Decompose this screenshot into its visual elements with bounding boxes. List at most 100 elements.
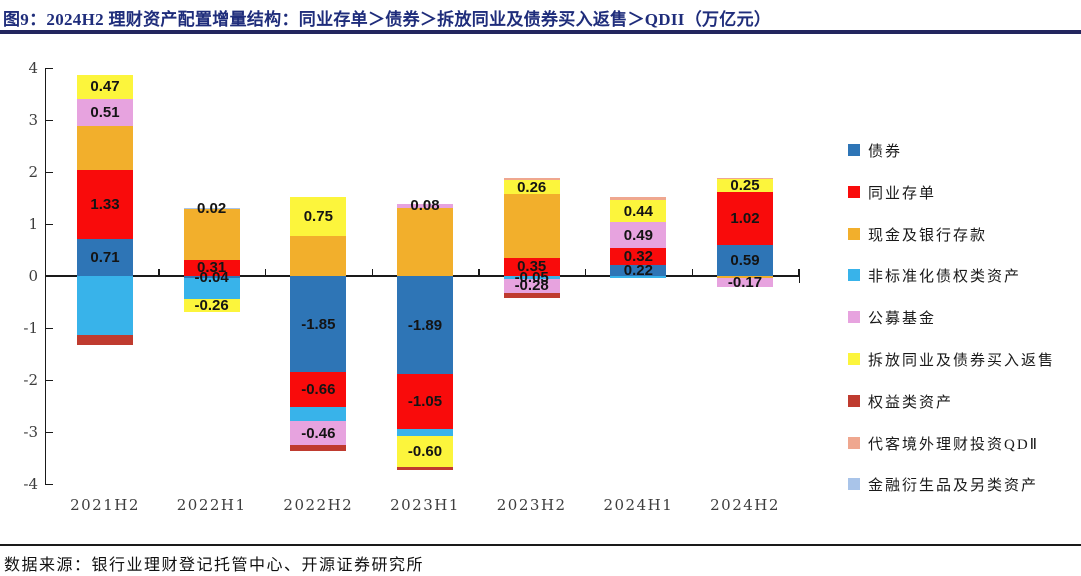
x-axis-tick xyxy=(371,269,373,276)
x-axis-category-label: 2023H1 xyxy=(390,496,460,514)
bar-segment-代客境外理财投资QDⅡ xyxy=(503,178,560,181)
y-axis-tick xyxy=(45,327,53,329)
x-axis-category-label: 2024H2 xyxy=(710,496,780,514)
bar-segment-权益类资产 xyxy=(397,466,453,470)
bar-segment-公募基金 xyxy=(610,222,667,248)
bar-segment-非标准化债权类资产 xyxy=(290,406,347,422)
legend-label: 现金及银行存款 xyxy=(868,227,988,244)
bar-segment-非标准化债权类资产 xyxy=(77,276,133,335)
x-axis-tick xyxy=(585,269,587,276)
bar-segment-债券 xyxy=(290,276,347,373)
bar-segment-拆放同业及债券买入返售 xyxy=(717,179,774,193)
bar-segment-公募基金 xyxy=(717,278,774,287)
x-axis-tick xyxy=(265,269,267,276)
bar-segment-债券 xyxy=(397,276,453,375)
bar-segment-非标准化债权类资产 xyxy=(610,276,667,279)
y-axis-tick xyxy=(45,483,53,485)
chart-legend: 债券同业存单现金及银行存款非标准化债权类资产 公募基金拆放同业及债券买入返售 权益类… xyxy=(848,140,1078,520)
y-axis-tick xyxy=(45,379,53,381)
y-axis-tick-label: -3 xyxy=(23,423,38,441)
y-axis-tick xyxy=(45,171,53,173)
bar-segment-权益类资产 xyxy=(290,445,347,452)
legend-label: 债券 xyxy=(868,144,903,160)
legend-swatch-icon xyxy=(848,144,860,156)
y-axis-tick-label: 0 xyxy=(28,267,38,285)
bar-segment-现金及银行存款 xyxy=(183,209,240,260)
bar-segment-债券 xyxy=(717,245,774,276)
y-axis-tick-label: 4 xyxy=(28,59,38,77)
bar-segment-同业存单 xyxy=(717,192,774,246)
bar-segment-同业存单 xyxy=(290,372,347,407)
bar-segment-债券 xyxy=(183,276,240,279)
bar-segment-公募基金 xyxy=(77,99,133,126)
legend-swatch-icon xyxy=(848,478,860,491)
x-axis-endcap xyxy=(799,276,801,283)
legend-label: 权益类资产 xyxy=(868,394,954,411)
y-axis-tick-label: 1 xyxy=(28,215,38,233)
bar-segment-权益类资产 xyxy=(77,334,133,345)
x-axis-category-label: 2022H1 xyxy=(176,496,247,514)
x-axis-category-label: 2024H1 xyxy=(603,496,674,514)
legend-label: 代客境外理财投资QDⅡ xyxy=(868,436,1040,453)
bar-segment-债券 xyxy=(77,239,133,276)
bar-segment-拆放同业及债券买入返售 xyxy=(183,298,240,313)
y-axis-tick-label: 3 xyxy=(28,111,38,129)
legend-label: 拆放同业及债券买入返售 xyxy=(868,353,1056,369)
y-axis-tick xyxy=(45,223,53,225)
title-divider xyxy=(0,30,1081,34)
x-axis-category-label: 2022H2 xyxy=(283,496,354,514)
bar-segment-金融衍生品及另类资产 xyxy=(183,208,240,210)
bar-segment-公募基金 xyxy=(503,278,560,294)
bar-segment-现金及银行存款 xyxy=(503,193,560,258)
bar-segment-债券 xyxy=(610,264,667,276)
bar-segment-现金及银行存款 xyxy=(397,207,453,276)
bar-segment-同业存单 xyxy=(77,169,133,240)
bar-segment-公募基金 xyxy=(290,421,347,445)
bar-segment-同业存单 xyxy=(183,259,240,276)
legend-swatch-icon xyxy=(848,269,860,282)
bar-segment-拆放同业及债券买入返售 xyxy=(77,74,133,100)
x-axis-tick xyxy=(158,269,160,276)
x-axis-category-label: 2021H2 xyxy=(70,496,140,514)
bar-segment-代客境外理财投资QDⅡ xyxy=(717,178,774,180)
figure-title: 图9：2024H2 理财资产配置增量结构：同业存单＞债券＞拆放同业及债券买入返售… xyxy=(3,10,772,29)
bar-segment-拆放同业及债券买入返售 xyxy=(290,197,347,237)
legend-swatch-icon xyxy=(848,353,860,365)
legend-label: 公募基金 xyxy=(868,311,937,328)
legend-swatch-icon xyxy=(848,311,860,324)
bar-segment-非标准化债权类资产 xyxy=(183,278,240,299)
y-axis-tick xyxy=(45,431,53,433)
bar-segment-现金及银行存款 xyxy=(717,276,774,279)
legend-swatch-icon xyxy=(848,185,860,198)
data-source-note: 数据来源：银行业理财登记托管中心、开源证券研究所 xyxy=(4,557,425,574)
legend-swatch-icon xyxy=(848,436,860,449)
bar-segment-同业存单 xyxy=(503,257,560,276)
bar-segment-非标准化债权类资产 xyxy=(503,276,560,279)
bar-segment-同业存单 xyxy=(610,247,667,265)
y-axis-tick-label: -1 xyxy=(23,319,38,337)
legend-label: 同业存单 xyxy=(868,185,937,202)
legend-label: 金融衍生品及另类资产 xyxy=(868,478,1039,495)
x-axis-tick xyxy=(691,269,693,276)
y-axis-tick-label: -4 xyxy=(23,475,38,493)
bar-segment-拆放同业及债券买入返售 xyxy=(610,199,667,223)
bar-segment-现金及银行存款 xyxy=(290,236,347,276)
bar-segment-代客境外理财投资QDⅡ xyxy=(610,197,667,200)
bar-segment-拆放同业及债券买入返售 xyxy=(397,435,453,467)
bar-segment-拆放同业及债券买入返售 xyxy=(503,180,560,194)
y-axis-tick-label: 2 xyxy=(28,163,38,181)
chart-plot-area: 4 3 2 1 0 -1 -2 -3 -4 0.71 1.33 0.51 0.47 2021H2 -0.04… xyxy=(23,59,801,514)
legend-swatch-icon xyxy=(848,394,860,407)
x-axis-line xyxy=(45,275,800,277)
bar-segment-现金及银行存款 xyxy=(77,125,133,170)
y-axis-tick xyxy=(45,67,53,69)
x-axis-tick xyxy=(478,269,480,276)
y-axis-tick-label: -2 xyxy=(23,371,38,389)
y-axis-tick xyxy=(45,119,53,121)
x-axis-tick xyxy=(798,269,800,276)
bar-segment-权益类资产 xyxy=(503,293,560,299)
footer-divider xyxy=(0,544,1081,546)
bar-segment-同业存单 xyxy=(397,374,453,429)
legend-label: 非标准化债权类资产 xyxy=(868,269,1022,286)
